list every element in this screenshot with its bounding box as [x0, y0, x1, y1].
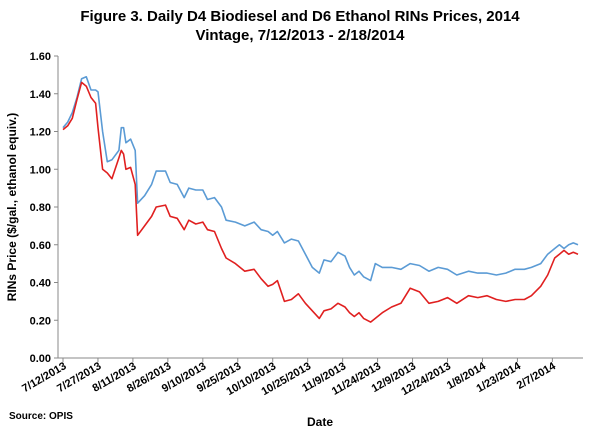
- y-tick-label: 0.40: [30, 278, 51, 290]
- series-layer: [62, 76, 579, 323]
- y-tick-label: 0.80: [30, 202, 51, 214]
- y-tick-label: 1.00: [30, 164, 51, 176]
- y-axis-label: RINs Price ($/gal., ethanol equiv.): [5, 113, 19, 302]
- x-tick-group: 7/12/20137/27/20138/11/20138/26/20139/10…: [20, 358, 559, 398]
- y-tick-label: 0.20: [30, 315, 51, 327]
- y-tick-label: 0.60: [30, 240, 51, 252]
- chart-title-line-2: Vintage, 7/12/2013 - 2/18/2014: [195, 27, 405, 44]
- source-note: Source: OPIS: [9, 411, 73, 422]
- series-line-2: [62, 81, 579, 323]
- y-tick-label: 1.40: [30, 89, 51, 101]
- y-tick-group: 0.00 0.20 0.40 0.60 0.80 1.00 1.20 1.40 1.60: [30, 51, 58, 365]
- chart-title-line-1: Figure 3. Daily D4 Biodiesel and D6 Etha…: [80, 8, 520, 25]
- y-tick-label: 1.60: [30, 51, 51, 63]
- x-tick-label: 2/7/2014: [515, 360, 559, 392]
- y-tick-label: 1.20: [30, 127, 51, 139]
- y-tick-label: 0.00: [30, 353, 51, 365]
- x-axis-label: Date: [307, 415, 333, 429]
- series-line-1: [62, 76, 579, 282]
